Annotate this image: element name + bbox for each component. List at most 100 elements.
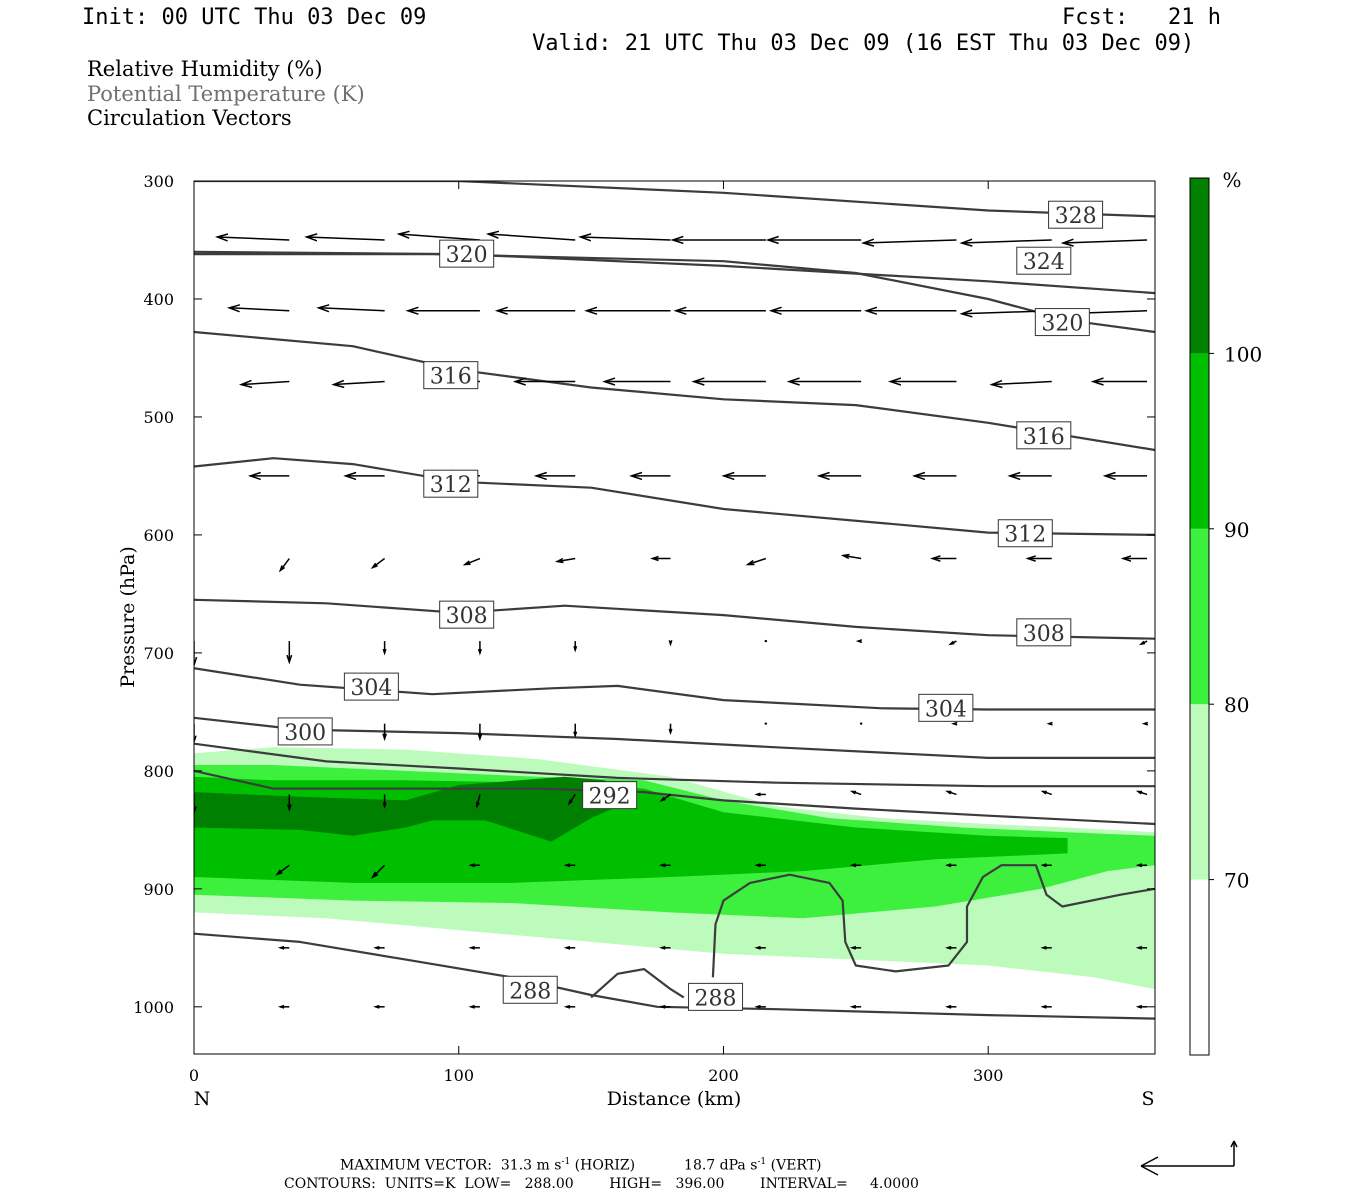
vector-head xyxy=(1040,945,1047,950)
contour-label-box xyxy=(688,982,744,1011)
contour-label: 312 xyxy=(997,519,1053,548)
vector-arrow xyxy=(754,792,766,797)
contour-label-text: 312 xyxy=(430,473,472,498)
theta-contour-304 xyxy=(194,667,1155,711)
contour-label: 324 xyxy=(1016,246,1072,275)
vector-head xyxy=(1090,377,1104,386)
vector-arrow xyxy=(1135,863,1148,868)
vector-arrow xyxy=(659,863,671,868)
y-axis-label: Pressure (hPa) xyxy=(117,546,139,688)
vector-head xyxy=(849,863,857,868)
contour-label-box xyxy=(423,469,479,498)
field-vectors-label: Circulation Vectors xyxy=(87,106,292,130)
vector-arrow xyxy=(573,641,578,653)
vector-arrow xyxy=(382,794,387,809)
vector-arrow xyxy=(405,306,480,315)
vector-arrow xyxy=(468,1004,480,1009)
x-tick-label: 0 xyxy=(189,1066,199,1085)
vector-shaft xyxy=(372,557,386,569)
vector-arrow xyxy=(286,641,293,665)
contour-label-text: 304 xyxy=(350,676,392,701)
vector-head xyxy=(477,733,483,742)
vector-arrow xyxy=(373,945,385,950)
vector-arrow xyxy=(948,640,957,646)
vector-arrow xyxy=(512,377,576,386)
vector-head xyxy=(1025,555,1036,562)
vector-arrow xyxy=(194,641,198,668)
vector-head xyxy=(468,863,475,868)
vector-head xyxy=(945,790,952,795)
x-tick-label: 100 xyxy=(443,1066,474,1085)
y-tick-label: 1000 xyxy=(133,998,174,1017)
vector-arrow xyxy=(1090,377,1148,386)
contour-label-text: 304 xyxy=(925,697,967,722)
vector-arrow xyxy=(855,639,863,644)
vector-shaft xyxy=(279,558,290,571)
vector-head xyxy=(475,802,480,809)
vector-head xyxy=(1120,555,1132,562)
vector-arrow xyxy=(754,945,766,950)
vector-head xyxy=(911,471,926,481)
vector-head xyxy=(468,945,475,950)
vector-head xyxy=(944,863,952,868)
vector-arrow xyxy=(563,945,576,950)
vector-head xyxy=(959,309,973,318)
vector-head xyxy=(1046,721,1053,726)
max-vector-note: MAXIMUM VECTOR: 31.3 m s-1 (HORIZ) 18.7 … xyxy=(340,1157,822,1174)
vector-head xyxy=(194,806,197,815)
vector-arrow xyxy=(1138,640,1148,646)
contour-label: 304 xyxy=(918,693,974,722)
vector-arrow xyxy=(494,306,576,315)
vector-head xyxy=(989,379,1003,389)
vector-arrow xyxy=(764,639,768,643)
contour-label-text: 300 xyxy=(284,721,326,746)
vector-head xyxy=(754,1004,761,1009)
colorbar-segment xyxy=(1190,879,1209,1055)
vector-head xyxy=(277,1004,285,1009)
vector-arrow xyxy=(1040,1004,1052,1009)
vector-arrow xyxy=(194,475,195,477)
field-theta-label: Potential Temperature (K) xyxy=(87,82,365,106)
vector-arrow xyxy=(247,471,290,481)
vector-arrow xyxy=(331,379,385,389)
vector-arrow xyxy=(1135,790,1148,796)
vector-arrow xyxy=(477,723,483,742)
vector-arrow xyxy=(185,947,194,950)
vector-arrow xyxy=(1135,1004,1148,1009)
contour-label: 308 xyxy=(439,600,495,629)
colorbar-label: 100 xyxy=(1224,342,1262,366)
vector-arrow xyxy=(277,1004,290,1009)
colorbar-label: 80 xyxy=(1224,693,1249,717)
theta-contour-316 xyxy=(194,330,1155,452)
contour-label-box xyxy=(1034,308,1090,337)
theta-contour-320 xyxy=(194,253,1155,334)
vector-arrow xyxy=(745,557,767,566)
vector-arrow xyxy=(629,471,671,481)
vector-arrow xyxy=(849,1004,862,1009)
vector-head xyxy=(754,945,761,950)
vector-head xyxy=(485,230,500,239)
contour-label-text: 308 xyxy=(1023,622,1065,647)
contour-label: 300 xyxy=(277,717,333,746)
vector-head xyxy=(373,1004,380,1009)
contour-label: 308 xyxy=(1016,618,1072,647)
vector-arrow xyxy=(316,304,385,313)
vector-arrow xyxy=(1025,555,1052,562)
theta-contour-308 xyxy=(194,598,1155,640)
vector-head xyxy=(745,559,755,566)
vector-head xyxy=(1102,471,1116,481)
contour-label: 316 xyxy=(423,361,479,390)
y-tick-label: 700 xyxy=(143,644,174,663)
vector-head xyxy=(930,555,941,562)
vector-head xyxy=(373,945,380,950)
contour-label-text: 316 xyxy=(430,365,472,390)
vector-head xyxy=(863,306,878,315)
vector-head xyxy=(768,306,782,315)
contour-label-box xyxy=(1016,421,1072,450)
vector-head xyxy=(277,945,285,950)
x-tick-label: 300 xyxy=(973,1066,1004,1085)
vector-head xyxy=(754,792,761,797)
contour-label-box xyxy=(1016,246,1072,275)
contour-label: 320 xyxy=(439,239,495,268)
vector-head xyxy=(849,790,857,795)
